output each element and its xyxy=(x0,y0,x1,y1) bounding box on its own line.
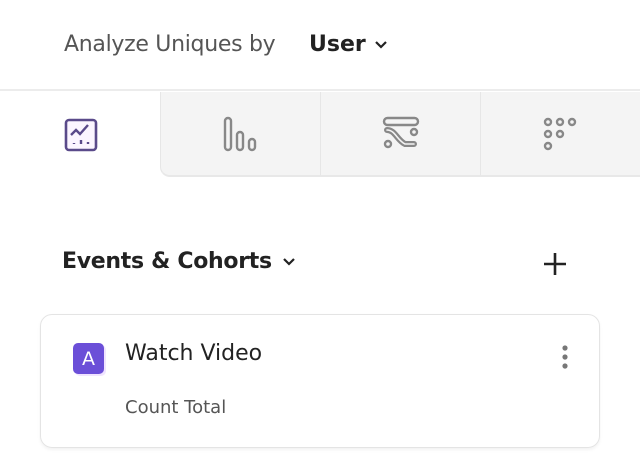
tab-insights[interactable] xyxy=(0,92,161,177)
analyze-by-value: User xyxy=(309,32,366,57)
tab-funnels[interactable] xyxy=(160,92,321,177)
line-chart-icon xyxy=(64,118,97,151)
retention-grid-icon xyxy=(543,117,577,150)
analyze-label: Analyze Uniques by xyxy=(64,32,276,57)
event-measure[interactable]: Count Total xyxy=(125,397,227,418)
event-letter-badge: A xyxy=(73,343,104,374)
bar-chart-icon xyxy=(223,116,257,151)
event-name[interactable]: Watch Video xyxy=(125,341,263,366)
tab-retention[interactable] xyxy=(480,92,640,177)
more-options-icon[interactable] xyxy=(559,343,571,373)
analyze-by-dropdown[interactable]: User xyxy=(309,32,388,57)
report-type-tabs xyxy=(0,92,640,177)
add-event-button[interactable] xyxy=(541,250,569,278)
section-title: Events & Cohorts xyxy=(62,249,272,274)
header: Analyze Uniques by User xyxy=(0,0,640,91)
chevron-down-icon xyxy=(374,40,387,49)
flows-icon xyxy=(382,116,420,148)
chevron-down-icon xyxy=(282,257,295,266)
event-card[interactable]: A Watch Video Count Total xyxy=(40,314,600,448)
tab-flows[interactable] xyxy=(320,92,481,177)
events-cohorts-dropdown[interactable]: Events & Cohorts xyxy=(62,249,296,274)
